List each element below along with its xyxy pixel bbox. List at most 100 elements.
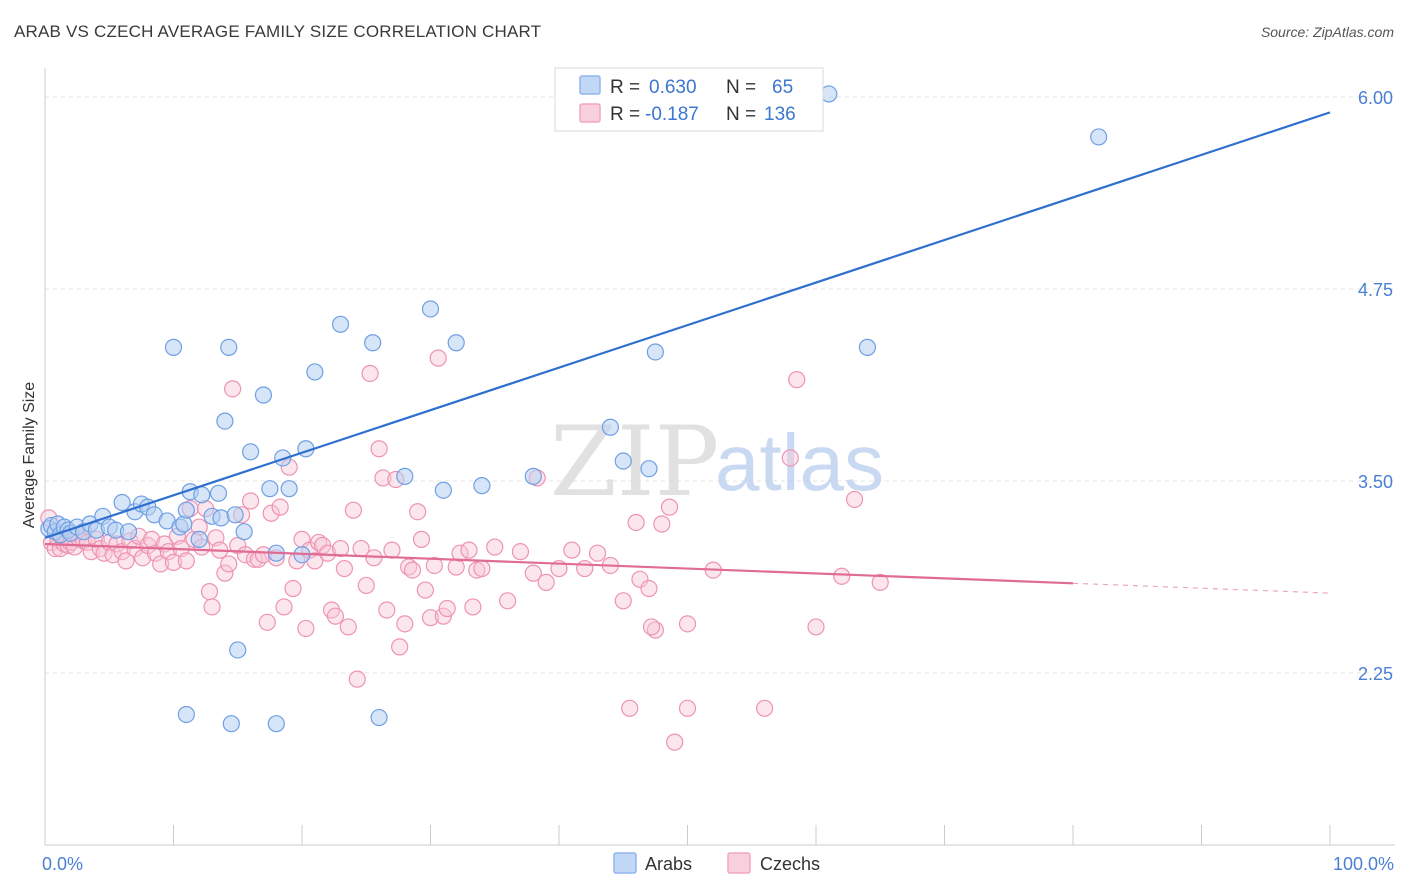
czech-point	[807, 618, 825, 636]
czech-point	[297, 619, 315, 638]
bottom-arabs-label: Arabs	[645, 854, 692, 874]
czech-point	[588, 544, 607, 562]
czech-point	[678, 699, 697, 717]
czech-point	[833, 567, 851, 585]
arabs-trend-line	[44, 111, 1331, 539]
czech-point	[621, 699, 639, 717]
arab-point	[193, 486, 211, 504]
czech-point	[486, 538, 504, 556]
czechs-swatch	[579, 103, 601, 123]
czech-point	[473, 559, 491, 578]
czech-point	[152, 555, 170, 573]
czech-point	[275, 598, 293, 616]
czech-point	[396, 615, 414, 633]
legend-row-czechs: R = -0.187 N = 136	[579, 103, 796, 125]
arabs-r-value: 0.630	[649, 77, 697, 98]
bottom-legend: Arabs Czechs	[613, 852, 820, 874]
arab-point	[274, 449, 292, 467]
czech-point	[788, 371, 806, 389]
czech-point	[438, 599, 456, 618]
arab-point	[640, 460, 658, 478]
arab-point	[222, 715, 240, 733]
czech-point	[391, 638, 409, 656]
czech-point	[326, 607, 345, 625]
arab-point	[119, 523, 138, 541]
czech-point	[678, 615, 697, 633]
bottom-arabs-swatch	[613, 852, 637, 874]
arab-point	[229, 641, 247, 659]
y-tick-label: 4.75	[1358, 280, 1393, 300]
arab-point	[261, 480, 279, 498]
czech-point	[524, 564, 542, 582]
czech-point	[460, 541, 478, 559]
czech-point	[653, 515, 671, 533]
czech-point	[576, 559, 594, 578]
czech-point	[339, 618, 357, 636]
arabs-n-label: N =	[726, 77, 756, 98]
czech-point	[871, 573, 889, 591]
czech-point	[563, 541, 581, 559]
czech-point	[429, 349, 447, 367]
arab-point	[212, 509, 230, 527]
czech-point	[642, 618, 661, 636]
arab-point	[614, 452, 632, 470]
y-tick-labels: 2.25 3.50 4.75 6.00	[1358, 88, 1393, 684]
chart-title: ARAB VS CZECH AVERAGE FAMILY SIZE CORREL…	[14, 22, 542, 41]
czech-point	[451, 544, 469, 562]
czech-point	[845, 490, 864, 509]
czechs-r-value: -0.187	[645, 104, 699, 125]
x-tick-label: 0.0%	[42, 854, 83, 874]
czech-point	[378, 601, 396, 619]
czech-point	[258, 613, 276, 631]
arab-point	[220, 338, 238, 356]
czechs-n-value: 136	[764, 104, 796, 125]
czech-point	[666, 733, 684, 751]
czech-point	[499, 592, 517, 610]
axes	[44, 68, 1395, 846]
czech-point	[627, 513, 645, 532]
y-tick-label: 3.50	[1358, 472, 1393, 492]
arab-point	[254, 386, 273, 404]
arab-point	[434, 481, 452, 499]
arab-point	[858, 338, 877, 356]
czech-point	[331, 539, 350, 558]
czech-point	[412, 530, 431, 548]
czech-point	[271, 498, 289, 516]
czech-point	[344, 501, 362, 519]
czech-point	[421, 609, 440, 627]
czechs-n-label: N =	[726, 104, 756, 125]
arab-point	[1090, 128, 1108, 146]
czech-point	[755, 699, 774, 717]
czechs-trend-line	[44, 542, 1074, 585]
czech-point	[660, 498, 679, 516]
arab-point	[226, 506, 244, 524]
arab-point	[364, 334, 382, 352]
top-legend: R = 0.630 N = 65 R = -0.187 N = 136	[554, 67, 824, 132]
arab-point	[396, 467, 414, 485]
arabs-n-value: 65	[772, 77, 793, 98]
czech-point	[242, 492, 260, 510]
czech-point	[374, 469, 392, 487]
trend-lines	[44, 111, 1331, 594]
source-label: Source: ZipAtlas.com	[1260, 24, 1394, 40]
arab-point	[306, 363, 324, 381]
czech-point	[370, 440, 388, 458]
watermark: ZIP atlas	[550, 406, 884, 518]
arab-point	[524, 467, 542, 485]
czech-point	[416, 581, 434, 599]
czech-point	[220, 555, 238, 573]
arab-point	[601, 418, 620, 436]
czech-point	[348, 670, 366, 688]
arab-points	[40, 85, 1108, 733]
arab-point	[216, 412, 234, 430]
czech-point	[216, 564, 234, 582]
czech-point	[117, 552, 135, 570]
czech-point	[781, 449, 799, 467]
y-tick-label: 6.00	[1358, 88, 1393, 108]
czech-point	[511, 543, 530, 561]
y-axis-title: Average Family Size	[21, 382, 38, 529]
czech-point	[224, 380, 242, 398]
czech-point	[403, 561, 422, 579]
czech-point	[262, 504, 280, 522]
czech-point	[200, 582, 219, 601]
